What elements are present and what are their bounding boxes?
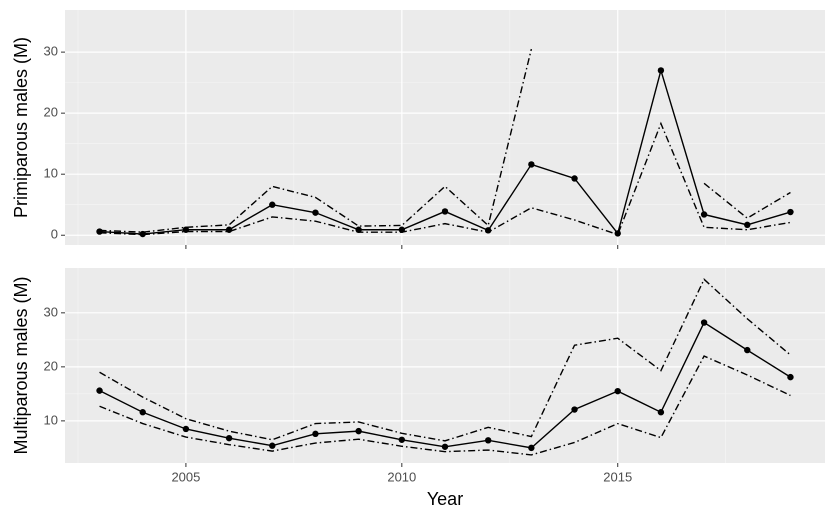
y-tick-label: 20 [44,358,58,373]
data-point [787,373,794,381]
series-line [99,278,791,442]
data-point [571,175,578,182]
data-point [744,221,751,229]
y-tick-label: 30 [44,44,58,59]
data-point [441,443,449,450]
y-tick-label: 10 [44,166,58,181]
data-point [355,427,362,435]
data-point [700,319,708,326]
data-point [657,409,665,416]
y-tick-label: 20 [44,105,58,120]
data-point [269,442,276,449]
data-point [528,161,535,168]
series-line [99,48,791,233]
panel-background [65,10,825,245]
y-tick-label: 30 [44,304,58,319]
data-point [700,211,708,218]
y-tick-label: 0 [51,227,58,242]
y-tick-label: 10 [44,412,58,427]
data-point [312,209,319,216]
data-point [225,434,233,442]
panel-background [65,268,825,463]
data-point [571,406,578,413]
x-tick-label: 2005 [171,469,200,484]
data-point [182,425,190,433]
y-axis-title: Multiparous males (M) [11,276,31,454]
data-point [269,201,276,208]
data-point [614,387,621,395]
data-point [787,208,794,216]
data-point [312,430,319,438]
data-point [744,346,751,354]
data-point [139,409,146,416]
data-point [96,387,103,394]
x-axis-title: Year [427,489,463,509]
data-point [398,436,406,443]
y-axis-title: Primiparous males (M) [11,37,31,218]
series-line [99,355,791,456]
data-point [96,228,103,235]
data-point [657,67,665,74]
x-tick-label: 2010 [387,469,416,484]
series-line [99,121,791,236]
data-point [441,208,449,215]
data-point [528,444,535,452]
data-point [484,437,492,444]
x-tick-label: 2015 [603,469,632,484]
